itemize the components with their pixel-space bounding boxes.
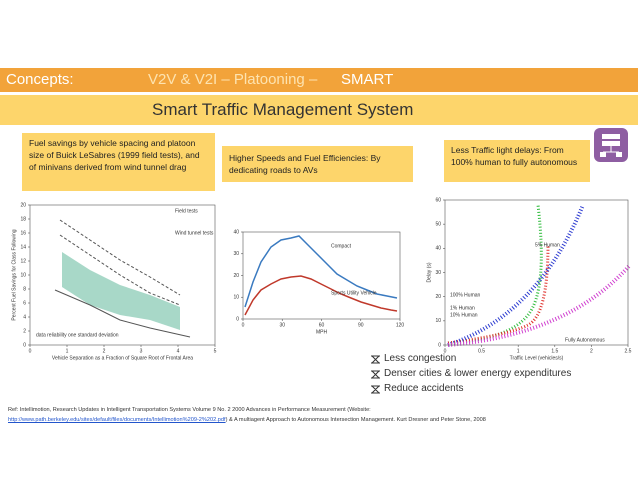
x-tick-label: 3: [140, 348, 143, 354]
curve-label: 100% Human: [450, 292, 481, 298]
y-tick-label: 20: [20, 202, 26, 208]
curve-label: Sports Utility Vehicle: [331, 290, 377, 296]
curve: [244, 275, 398, 316]
y-tick-label: 14: [20, 244, 26, 250]
text-box: Less Traffic light delays: From 100% hum…: [444, 140, 590, 182]
x-tick-label: 2: [103, 348, 106, 354]
curve: [447, 204, 543, 345]
y-tick-label: 30: [233, 251, 239, 257]
y-axis-label: Delay (s): [426, 262, 432, 282]
reference-rest: ) & A multiagent Approach to Autonomous …: [225, 417, 486, 423]
x-tick-label: 4: [177, 348, 180, 354]
reference: Ref: Intellimotion, Research Updates in …: [8, 405, 633, 425]
y-tick-label: 40: [435, 246, 441, 252]
bullet-icons: [371, 355, 380, 394]
x-tick-label: 30: [279, 322, 285, 328]
y-tick-label: 18: [20, 216, 26, 222]
text-box: Higher Speeds and Fuel Efficiencies: By …: [222, 146, 413, 182]
curve: [59, 234, 181, 306]
y-tick-label: 12: [20, 258, 26, 264]
y-tick-label: 20: [233, 273, 239, 279]
x-tick-label: 0: [242, 322, 245, 328]
text-box: Fuel savings by vehicle spacing and plat…: [22, 133, 215, 191]
note: data reliability one standard deviation: [36, 332, 119, 338]
y-tick-label: 10: [435, 318, 441, 324]
figure: 0 0.5 1 1.5 2 2.5 0 10 20 30 40 50 60 Traffic Level (…: [426, 197, 632, 361]
curve: [244, 235, 398, 308]
x-tick-label: 1: [66, 348, 69, 354]
y-tick-label: 50: [435, 221, 441, 227]
plot-frame: [29, 204, 216, 346]
header-topics: V2V & V2I – Platooning –: [148, 71, 318, 88]
x-axis-label: MPH: [316, 329, 328, 335]
y-axis-label: Percent Fuel Savings for Class Following: [11, 229, 17, 320]
figure: 0 30 60 90 120 0 10 20 30 40 MPH Compact Sports Util…: [233, 229, 405, 335]
x-tick-label: 60: [319, 322, 325, 328]
x-tick-label: 2.5: [625, 348, 632, 354]
y-tick-label: 6: [23, 300, 26, 306]
banner: Smart Traffic Management System: [0, 95, 638, 125]
y-tick-label: 60: [435, 197, 441, 203]
y-tick-label: 0: [23, 342, 26, 348]
header-label: Concepts:: [6, 71, 74, 88]
bullet: Less congestion: [384, 353, 457, 364]
header-highlight: SMART: [341, 71, 394, 88]
x-tick-label: 0: [444, 348, 447, 354]
legend-label: Field tests: [175, 208, 198, 214]
curve-label: Fully Autonomous: [565, 337, 605, 343]
reference-text: Ref: Intellimotion, Research Updates in …: [8, 407, 371, 413]
bullet: Denser cities & lower energy expenditure…: [384, 368, 572, 379]
curve-label: 5% Human: [535, 242, 560, 248]
x-tick-label: 1.5: [551, 348, 558, 354]
header-bar: Concepts: V2V & V2I – Platooning – SMART: [0, 68, 638, 92]
x-tick-label: 0: [29, 348, 32, 354]
curve-label: Compact: [331, 243, 352, 249]
curve-label: 1% Human: [450, 305, 475, 311]
curve: [54, 289, 191, 338]
y-tick-label: 40: [233, 229, 239, 235]
y-tick-label: 30: [435, 270, 441, 276]
x-axis-label: Vehicle Separation as a Fraction of Squa…: [52, 355, 193, 361]
reference-link[interactable]: http://www.path.berkeley.edu/sites/defau…: [8, 417, 226, 423]
band: [62, 252, 180, 330]
y-tick-label: 4: [23, 314, 26, 320]
banner-title: Smart Traffic Management System: [152, 100, 414, 119]
y-tick-label: 2: [23, 328, 26, 334]
x-tick-label: 120: [396, 322, 405, 328]
x-tick-label: 0.5: [478, 348, 485, 354]
y-tick-label: 10: [233, 295, 239, 301]
y-tick-label: 16: [20, 230, 26, 236]
x-axis-label: Traffic Level (vehicles/s): [510, 355, 564, 361]
plot-frame: [444, 199, 629, 346]
y-tick-label: 8: [23, 286, 26, 292]
x-tick-label: 1: [517, 348, 520, 354]
curve: [447, 204, 585, 347]
y-tick-label: 20: [435, 294, 441, 300]
icon: [594, 128, 628, 162]
y-tick-label: 0: [236, 316, 239, 322]
legend-label: Wind tunnel tests: [175, 230, 214, 236]
x-tick-label: 5: [214, 348, 217, 354]
y-tick-label: 0: [438, 342, 441, 348]
curve: [447, 263, 632, 347]
x-tick-label: 90: [358, 322, 364, 328]
curve-label: 10% Human: [450, 312, 478, 318]
curve: [59, 219, 181, 296]
x-tick-label: 2: [590, 348, 593, 354]
y-tick-label: 10: [20, 272, 26, 278]
bullet: Reduce accidents: [384, 383, 464, 394]
